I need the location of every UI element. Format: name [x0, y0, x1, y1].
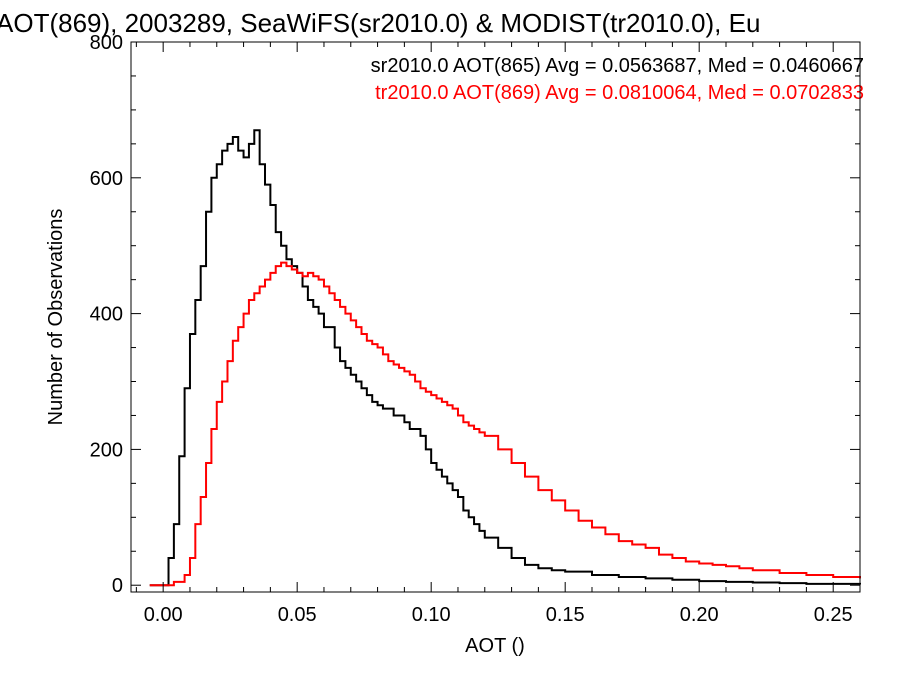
series-layer: [149, 129, 861, 587]
legend-entry-sr2010: sr2010.0 AOT(865) Avg = 0.0563687, Med =…: [371, 55, 864, 77]
x-tick-label: 0.05: [278, 604, 317, 626]
x-tick-label: 0.00: [144, 604, 183, 626]
x-tick-label: 0.15: [546, 604, 585, 626]
y-axis-label: Number of Observations: [45, 209, 67, 426]
plot-frame: [130, 41, 861, 593]
legend-entry-tr2010: tr2010.0 AOT(869) Avg = 0.0810064, Med =…: [375, 82, 864, 104]
x-tick-label: 0.25: [814, 604, 853, 626]
series-line-0: [149, 129, 861, 587]
x-tick-label: 0.10: [412, 604, 451, 626]
x-tick-label: 0.20: [680, 604, 719, 626]
y-tick-label: 400: [90, 304, 123, 326]
axes-layer: 0.00 0.05 0.10 0.15 0.20 0.25 0 200 400 600 800: [90, 32, 861, 626]
y-tick-label: 800: [90, 32, 123, 54]
y-tick-label: 0: [112, 575, 123, 597]
y-tick-label: 600: [90, 168, 123, 190]
x-axis-label: AOT (): [465, 635, 525, 657]
series-line-1: [149, 261, 861, 587]
chart-title: AOT(869), 2003289, SeaWiFS(sr2010.0) & M…: [0, 8, 760, 38]
y-tick-label: 200: [90, 439, 123, 461]
